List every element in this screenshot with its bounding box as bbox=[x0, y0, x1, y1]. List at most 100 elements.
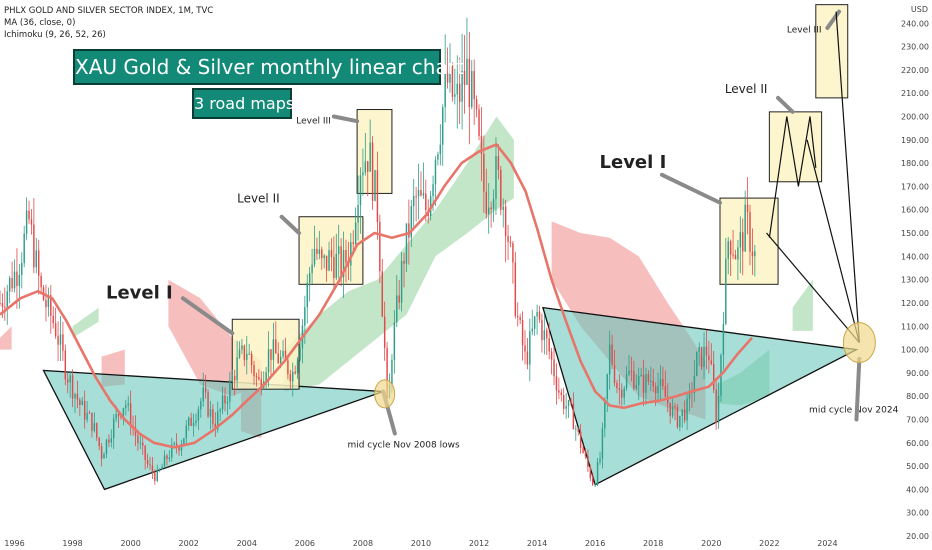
ichimoku-indicator-label[interactable]: Ichimoku (9, 26, 52, 26) bbox=[4, 30, 106, 40]
candle-body bbox=[83, 400, 86, 420]
candle-body bbox=[308, 273, 311, 283]
y-tick-label: 230.00 bbox=[901, 43, 929, 52]
candle-body bbox=[214, 423, 217, 430]
chart-title: XAU Gold & Silver monthly linear chart bbox=[73, 49, 464, 85]
candle-body bbox=[292, 371, 294, 382]
candle-body bbox=[744, 204, 746, 252]
candle-body bbox=[204, 387, 207, 393]
arrow bbox=[776, 95, 795, 114]
candle-body bbox=[367, 161, 369, 172]
candle-body bbox=[386, 347, 388, 399]
candle-body bbox=[417, 190, 420, 197]
candle-body bbox=[608, 344, 611, 375]
triangle bbox=[541, 306, 859, 486]
candle-body bbox=[734, 255, 737, 260]
candle-body bbox=[502, 206, 504, 210]
arrow bbox=[331, 114, 360, 124]
projection-line bbox=[768, 116, 817, 238]
candle-body bbox=[403, 260, 405, 264]
y-tick-label: 40.00 bbox=[906, 485, 929, 494]
cycle-low-marker bbox=[374, 379, 396, 409]
candle-body bbox=[621, 389, 623, 398]
arrow bbox=[659, 172, 722, 205]
candle-body bbox=[229, 380, 231, 402]
candle-body bbox=[618, 388, 621, 390]
candle-body bbox=[434, 159, 437, 185]
y-tick-label: 130.00 bbox=[901, 276, 929, 285]
y-tick-label: 50.00 bbox=[906, 462, 929, 471]
candle-body bbox=[514, 262, 517, 317]
candle-body bbox=[151, 465, 154, 473]
y-tick-label: 190.00 bbox=[901, 136, 929, 145]
candle-body bbox=[23, 233, 25, 263]
candle-body bbox=[279, 356, 282, 363]
candle-body bbox=[420, 190, 422, 196]
candle-body bbox=[560, 392, 563, 396]
candle-body bbox=[316, 248, 318, 254]
candle-body bbox=[538, 312, 541, 320]
candle-body bbox=[333, 256, 335, 279]
candle-body bbox=[383, 316, 386, 348]
candle-body bbox=[570, 400, 572, 404]
candle-body bbox=[337, 246, 340, 254]
candle-body bbox=[533, 316, 536, 329]
candle-body bbox=[746, 204, 749, 213]
candle-body bbox=[328, 250, 330, 271]
y-tick-label: 100.00 bbox=[901, 346, 929, 355]
ma-indicator-label[interactable]: MA (36, close, 0) bbox=[4, 18, 76, 28]
candle-body bbox=[304, 307, 306, 326]
candle-body bbox=[725, 258, 727, 324]
candle-body bbox=[146, 459, 149, 465]
candle-body bbox=[541, 319, 543, 341]
candle-body bbox=[647, 374, 650, 382]
candle-body bbox=[635, 385, 638, 389]
x-tick-label: 2016 bbox=[585, 539, 605, 548]
candle-body bbox=[231, 375, 233, 381]
candle-body bbox=[354, 222, 357, 245]
candle-body bbox=[248, 353, 250, 355]
candle-body bbox=[604, 399, 606, 429]
candle-body bbox=[306, 282, 308, 308]
candle-body bbox=[599, 458, 601, 463]
candle-body bbox=[40, 275, 42, 288]
candle-body bbox=[669, 402, 671, 416]
candle-body bbox=[226, 401, 229, 404]
candle-body bbox=[287, 360, 289, 375]
candle-body bbox=[681, 409, 683, 416]
candle-body bbox=[558, 390, 560, 393]
candle-body bbox=[449, 65, 451, 83]
y-tick-label: 240.00 bbox=[901, 19, 929, 28]
candle-body bbox=[652, 380, 654, 387]
y-tick-label: 120.00 bbox=[901, 299, 929, 308]
y-tick-label: 150.00 bbox=[901, 229, 929, 238]
candle-body bbox=[442, 107, 444, 145]
annotation-label: Level I bbox=[106, 282, 173, 303]
candle-body bbox=[192, 423, 195, 426]
candle-body bbox=[57, 336, 59, 345]
candle-body bbox=[137, 435, 139, 444]
candle-body bbox=[369, 142, 371, 172]
candle-body bbox=[154, 472, 156, 481]
candle-body bbox=[284, 350, 287, 361]
candle-body bbox=[340, 246, 342, 277]
candle-body bbox=[311, 264, 313, 274]
candle-body bbox=[282, 350, 284, 357]
candle-body bbox=[86, 412, 88, 420]
candle-body bbox=[611, 344, 613, 366]
candle-body bbox=[277, 353, 279, 363]
candle-body bbox=[4, 306, 6, 308]
candle-body bbox=[444, 73, 446, 108]
candle-body bbox=[207, 392, 209, 417]
candle-body bbox=[1, 303, 4, 307]
candle-body bbox=[659, 379, 662, 386]
candle-body bbox=[129, 403, 132, 427]
candle-body bbox=[299, 348, 301, 360]
candle-body bbox=[156, 470, 158, 481]
candle-body bbox=[536, 312, 538, 317]
candle-body bbox=[717, 395, 720, 423]
candle-body bbox=[125, 405, 127, 408]
candle-body bbox=[74, 394, 76, 399]
candle-body bbox=[149, 464, 151, 466]
candle-body bbox=[202, 387, 204, 402]
